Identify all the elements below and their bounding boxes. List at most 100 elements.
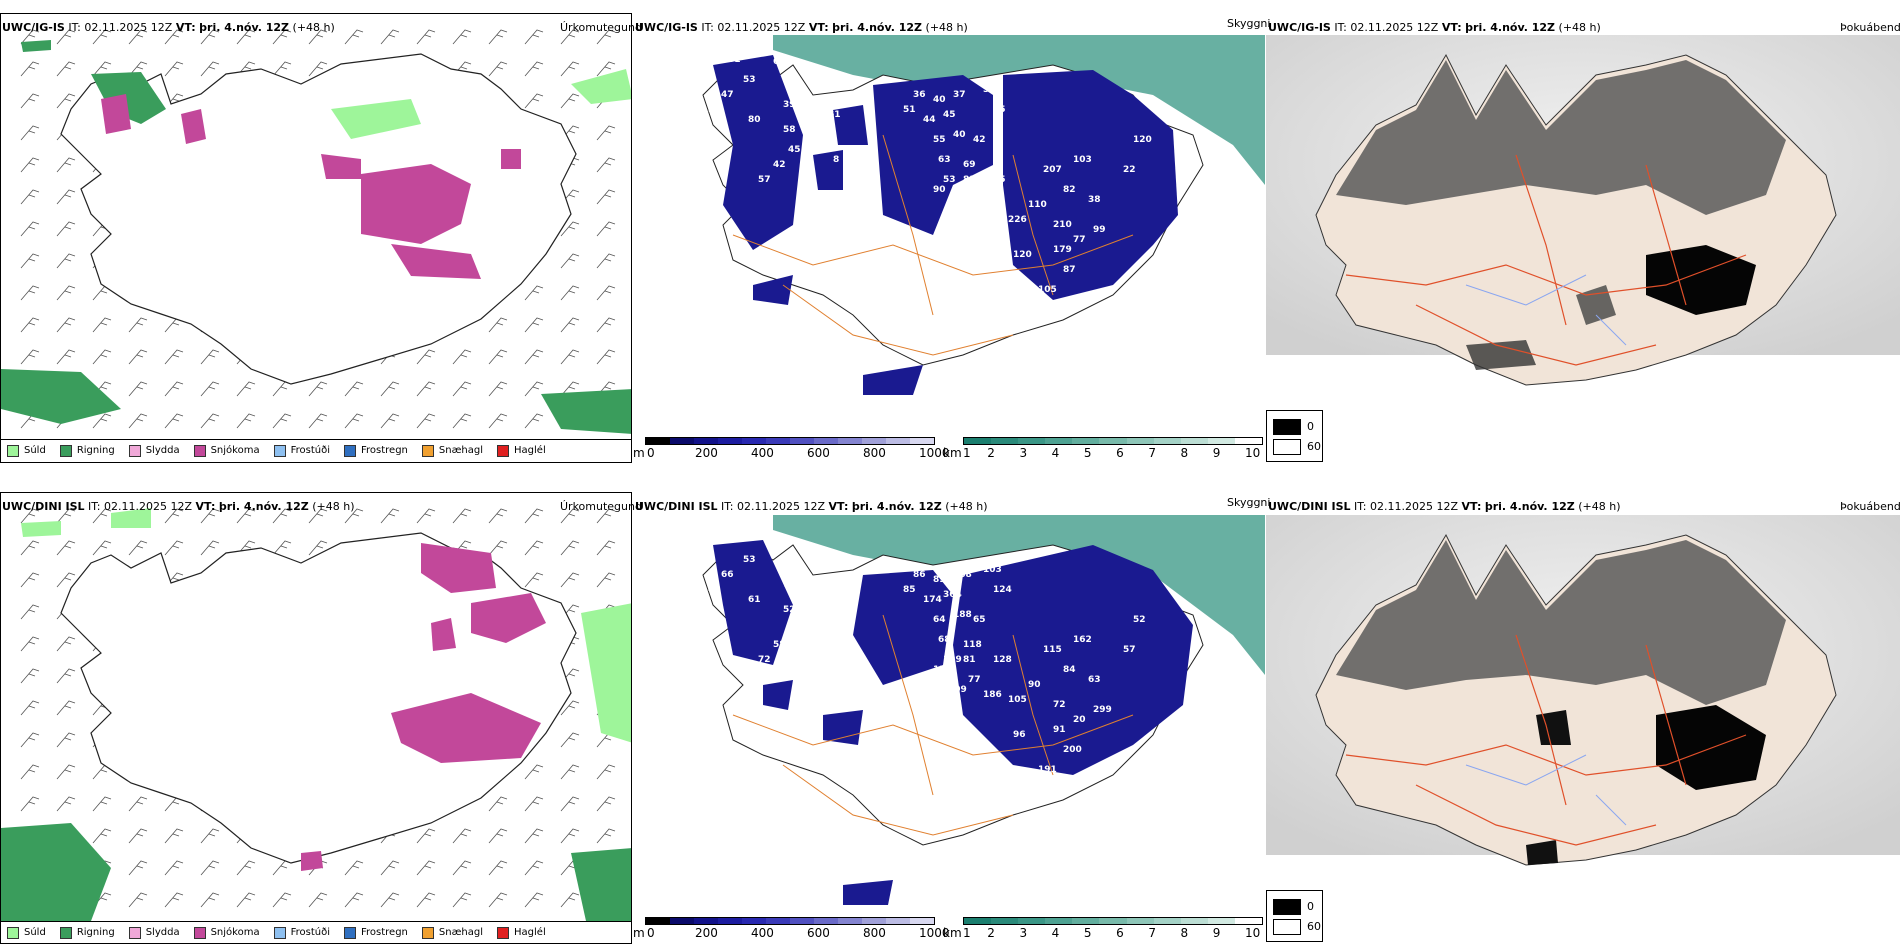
precip-legend-item: Slydda — [128, 444, 180, 457]
colorbar-segment — [718, 438, 742, 444]
colorbar-segment — [1072, 918, 1100, 924]
wind-barb — [128, 796, 148, 812]
visibility-value-label: 36 — [913, 90, 926, 100]
colorbar-segment — [886, 438, 910, 444]
wind-barb — [524, 381, 544, 397]
wind-barb — [596, 572, 616, 588]
visibility-value-label: 96 — [1013, 730, 1026, 740]
visibility-value-label: 45 — [773, 537, 786, 547]
visibility-value-label: 88 — [803, 583, 816, 593]
precip-panel-top: Súld Rigning Slydda Snjókoma Frostúði Frostre… — [0, 13, 632, 463]
wind-barb — [524, 413, 544, 429]
wind-barb — [164, 828, 184, 844]
colorbar-tick-label: 4 — [1051, 446, 1060, 460]
rain-areas-top — [1, 40, 631, 434]
vis-map-top — [702, 35, 1265, 395]
visibility-value-label: 68 — [938, 635, 951, 645]
header-bottom-fog: UWC/DINI ISL IT: 02.11.2025 12Z VT: þri.… — [1268, 500, 1621, 513]
wind-barb — [20, 796, 40, 812]
fog-legend-swatch-1 — [1273, 439, 1301, 455]
colorbar-tick-label: 6 — [1116, 446, 1124, 460]
wind-barb — [524, 285, 544, 301]
wind-barb — [236, 508, 256, 524]
colorbar-segment — [964, 918, 992, 924]
colorbar-tick-label: 600 — [807, 446, 830, 460]
wind-barb — [596, 828, 616, 844]
wind-barb — [20, 764, 40, 780]
fog-legend-label-1: 60 — [1307, 440, 1321, 453]
wind-barb — [200, 413, 220, 429]
colorbar-tick-label: 4 — [1051, 926, 1060, 940]
legend-label: Frostúði — [290, 927, 330, 938]
wind-barb — [380, 860, 400, 876]
legend-swatch — [497, 444, 510, 457]
visibility-value-label: 168 — [953, 570, 972, 580]
wind-barb — [344, 892, 364, 908]
colorbar-segment — [766, 438, 790, 444]
wind-barb — [416, 29, 436, 45]
wind-barb — [164, 349, 184, 365]
visibility-value-label: 299 — [1093, 705, 1112, 715]
legend-swatch — [273, 926, 286, 939]
legend-swatch — [59, 444, 72, 457]
visibility-value-label: 118 — [963, 640, 982, 650]
visibility-value-label: 61 — [748, 595, 761, 605]
wind-barb — [452, 381, 472, 397]
cloudbase-bar-top — [645, 437, 935, 445]
wind-barb — [596, 285, 616, 301]
precip-legend-item: Frostregn — [344, 444, 408, 457]
precip-legend-item: Rigning — [59, 444, 115, 457]
wind-barb — [380, 508, 400, 524]
visibility-value-label: 42 — [973, 135, 986, 145]
wind-barb — [308, 61, 328, 77]
visibility-value-label: 364 — [943, 590, 962, 600]
visibility-value-label: 52 — [783, 605, 796, 615]
colorbar-tick-label: 1000 — [919, 446, 950, 460]
wind-barb — [416, 828, 436, 844]
visibility-value-label: 66 — [721, 570, 734, 580]
colorbar-segment — [1234, 918, 1263, 924]
visibility-value-label: 200 — [1063, 745, 1082, 755]
visibility-value-label: 51 — [728, 55, 741, 65]
wind-barb — [560, 349, 580, 365]
wind-barb — [308, 413, 328, 429]
wind-barb — [452, 860, 472, 876]
wind-barb — [416, 413, 436, 429]
colorbar-segment — [694, 438, 718, 444]
wind-barb — [524, 317, 544, 333]
wind-barb — [596, 764, 616, 780]
wind-barb — [560, 317, 580, 333]
wind-barb — [164, 508, 184, 524]
fog-legend-swatch-1 — [1273, 919, 1301, 935]
wind-barb — [524, 764, 544, 780]
colorbar-tick-label: 5 — [1083, 926, 1092, 940]
wind-barb — [416, 381, 436, 397]
visibility-value-label: 39 — [783, 100, 796, 110]
legend-label: Snæhagl — [438, 445, 484, 456]
legend-label: Súld — [24, 445, 46, 456]
visibility-value-label: 186 — [983, 690, 1002, 700]
wind-barb — [560, 253, 580, 269]
wind-barb — [524, 349, 544, 365]
wind-barb — [200, 381, 220, 397]
wind-barb — [56, 572, 76, 588]
wind-barb — [596, 349, 616, 365]
cloudbase-colorbar-top: m 0 200 400 600 800 1000 — [633, 435, 950, 465]
colorbar-segment — [886, 918, 910, 924]
wind-barb — [20, 540, 40, 556]
wind-barb — [344, 381, 364, 397]
rain-areas-bottom — [1, 508, 631, 921]
wind-barb — [20, 668, 40, 684]
wind-barb — [200, 860, 220, 876]
wind-barb — [344, 29, 364, 45]
wind-barb — [92, 317, 112, 333]
colorbar-tick-label: 1 — [963, 926, 971, 940]
visibility-value-label: 63 — [938, 155, 951, 165]
colorbar-tick-label: 600 — [807, 926, 830, 940]
colorbar-tick-label: 9 — [1212, 446, 1221, 460]
cloudbase-colorbar-bottom: m 0 200 400 600 800 1000 — [633, 915, 950, 945]
visibility-value-label: 84 — [1063, 665, 1076, 675]
legend-label: Frostregn — [361, 927, 408, 938]
precip-legend-item: Rigning — [59, 926, 115, 939]
wind-barb — [524, 828, 544, 844]
